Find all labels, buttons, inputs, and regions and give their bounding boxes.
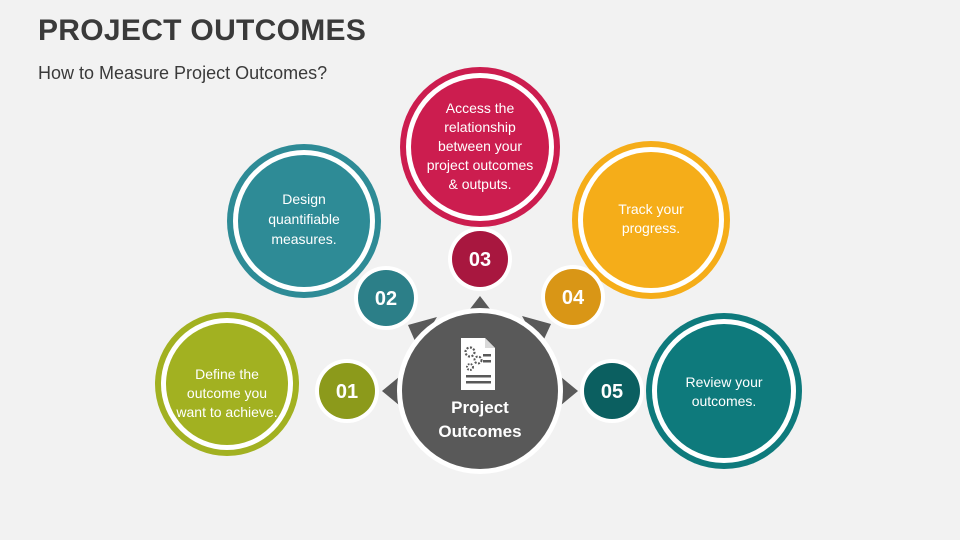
step-04: Track your progress. 04 xyxy=(541,141,730,329)
step-01-disc xyxy=(166,323,288,445)
step-02-badge xyxy=(358,270,414,326)
step-03-text-line4: project outcomes xyxy=(427,157,534,173)
step-02-number: 02 xyxy=(375,288,397,310)
step-02-disc xyxy=(238,155,370,287)
step-01-text-line1: Define the xyxy=(195,366,259,382)
page-title: PROJECT OUTCOMES xyxy=(38,14,367,47)
step-04-text-line1: Track your xyxy=(618,201,684,217)
step-02-text-line3: measures. xyxy=(271,231,336,247)
step-01-badge xyxy=(319,363,375,419)
step-03-text-line5: & outputs. xyxy=(448,176,511,192)
step-02-text-line2: quantifiable xyxy=(268,211,340,227)
step-03-badge xyxy=(452,231,508,287)
step-05-number: 05 xyxy=(601,381,623,403)
step-04-number: 04 xyxy=(562,287,585,309)
step-05-disc xyxy=(657,324,791,458)
step-05-badge xyxy=(584,363,640,419)
step-01-text-line2: outcome you xyxy=(187,385,267,401)
step-02: Design quantifiable measures. 02 xyxy=(227,144,418,330)
step-05: Review your outcomes. 05 xyxy=(580,313,802,469)
step-05-text-line1: Review your xyxy=(685,374,762,390)
step-03-text-line1: Access the xyxy=(446,100,515,116)
step-01-text-line3: want to achieve. xyxy=(175,404,277,420)
step-03-disc xyxy=(411,78,549,216)
step-01-number: 01 xyxy=(336,381,358,403)
step-03-number: 03 xyxy=(469,249,491,271)
step-02-text-line1: Design xyxy=(282,191,326,207)
step-01: Define the outcome you want to achieve. … xyxy=(155,312,379,456)
step-04-badge xyxy=(545,269,601,325)
step-03-text-line3: between your xyxy=(438,138,522,154)
page-subtitle: How to Measure Project Outcomes? xyxy=(38,63,328,83)
document-gears-icon xyxy=(461,338,495,390)
center-label-line1: Project xyxy=(451,398,509,417)
step-03-text-line2: relationship xyxy=(444,119,516,135)
center-hub-disc xyxy=(402,313,558,469)
center-hub: Project Outcomes xyxy=(397,308,563,474)
step-04-text-line2: progress. xyxy=(622,220,680,236)
step-04-disc xyxy=(583,152,719,288)
center-label-line2: Outcomes xyxy=(438,422,521,441)
step-03: Access the relationship between your pro… xyxy=(400,67,560,291)
step-05-text-line2: outcomes. xyxy=(692,393,757,409)
